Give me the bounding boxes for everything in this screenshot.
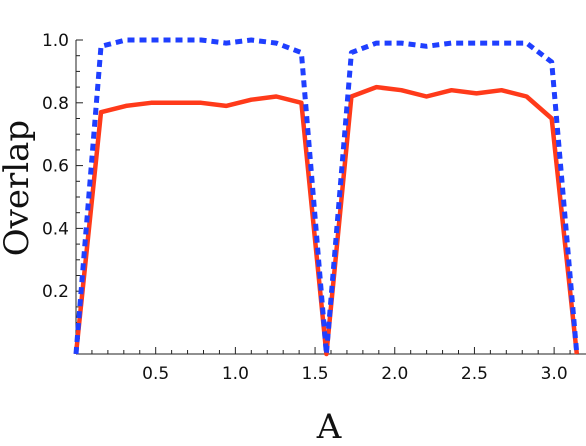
y-tick-label: 0.4	[42, 219, 69, 239]
tick-labels: 0.5 1.0 1.5 2.0 2.5 3.0 0.2 0.4 0.6 0.8 1.0	[42, 31, 568, 384]
x-axis-title: A	[316, 407, 342, 446]
dotted-series-line	[73, 37, 580, 357]
y-tick-label: 0.2	[42, 282, 69, 302]
y-tick-label: 0.8	[42, 94, 69, 114]
series-layer	[73, 37, 580, 357]
x-tick-label: 0.5	[142, 364, 169, 384]
x-tick-label: 1.0	[222, 364, 249, 384]
y-tick-label: 0.6	[42, 157, 69, 177]
x-tick-label: 1.5	[302, 364, 329, 384]
x-tick-label: 2.5	[461, 364, 488, 384]
axes	[75, 39, 586, 355]
x-tick-label: 3.0	[541, 364, 568, 384]
y-tick-label: 1.0	[42, 31, 69, 51]
x-tick-label: 2.0	[381, 364, 408, 384]
solid-series-line	[73, 84, 580, 357]
y-axis-title: Overlap	[0, 120, 37, 256]
